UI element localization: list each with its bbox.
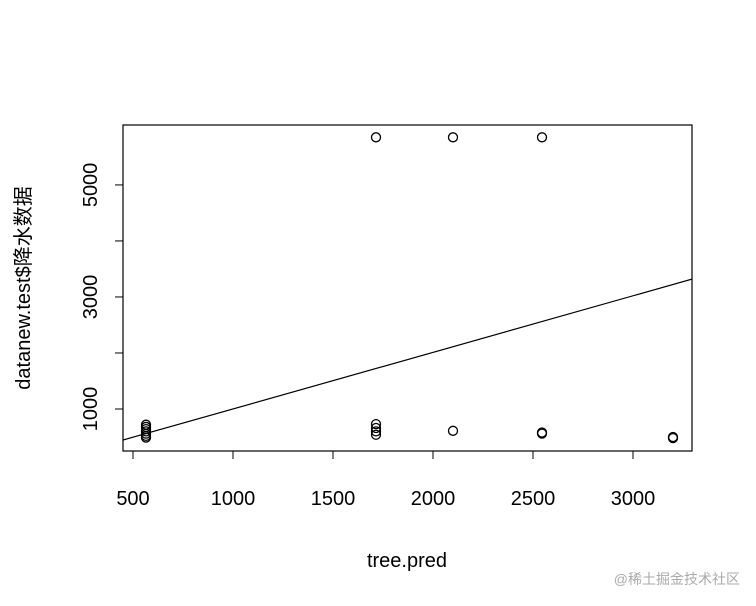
plot-frame [122,124,693,452]
x-tick-label: 1500 [311,488,356,510]
point [370,132,382,143]
watermark: @稀土掘金技术社区 [614,571,740,587]
point [447,425,459,436]
y-tick-label: 3000 [80,275,102,320]
point [370,422,382,434]
y-tick-label: 1000 [80,387,102,432]
x-tick-label: 2000 [411,488,456,510]
point [140,432,152,443]
point [536,428,548,439]
x-tick-label: 3000 [611,488,656,510]
y-axis-title: datanew.test$降水数据 [12,186,35,389]
point [370,426,382,437]
point [370,429,382,440]
point [370,418,382,430]
x-tick-label: 2500 [511,488,556,510]
x-tick-label: 1000 [211,488,256,510]
point [536,132,548,143]
regression-line [123,278,692,441]
point [447,132,459,143]
y-tick-label: 5000 [80,163,102,208]
x-tick-label: 500 [116,488,149,510]
x-axis-title: tree.pred [367,550,447,572]
point [667,432,679,444]
